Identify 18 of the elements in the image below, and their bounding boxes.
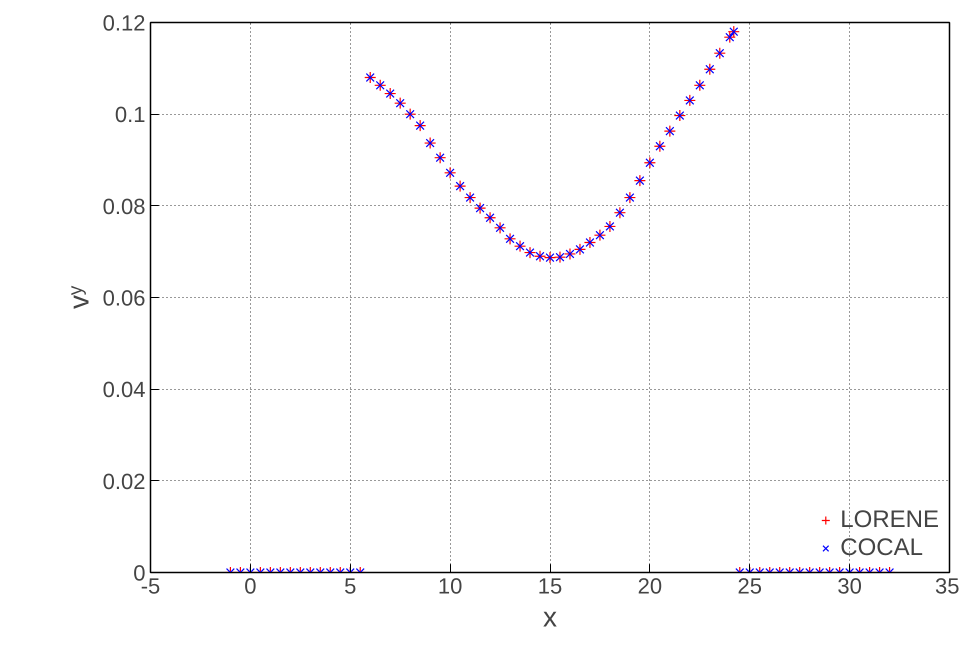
x-tick-label: 5 bbox=[344, 574, 356, 598]
y-tick-label: 0.12 bbox=[102, 10, 146, 36]
y-tick-label: 0.04 bbox=[102, 377, 146, 402]
x-tick-label: 0 bbox=[244, 574, 257, 598]
x-tick-label: 30 bbox=[837, 574, 862, 598]
legend-label: COCAL bbox=[840, 534, 923, 562]
x-tick-label: 10 bbox=[438, 574, 462, 598]
x-tick-label: 25 bbox=[738, 574, 762, 598]
y-tick-label: 0.1 bbox=[114, 102, 146, 128]
x-axis-title: x bbox=[543, 602, 557, 632]
x-tick-label: 35 bbox=[935, 574, 959, 598]
y-tick-label: 0.06 bbox=[102, 286, 146, 310]
x-tick-label: 20 bbox=[638, 574, 662, 598]
legend-label: LORENE bbox=[840, 506, 939, 534]
y-axis-title: vʸ bbox=[64, 284, 95, 309]
y-tick-label: 0.02 bbox=[102, 468, 146, 494]
y-tick-label: 0.08 bbox=[102, 194, 146, 219]
x-tick-label: 15 bbox=[538, 574, 562, 598]
